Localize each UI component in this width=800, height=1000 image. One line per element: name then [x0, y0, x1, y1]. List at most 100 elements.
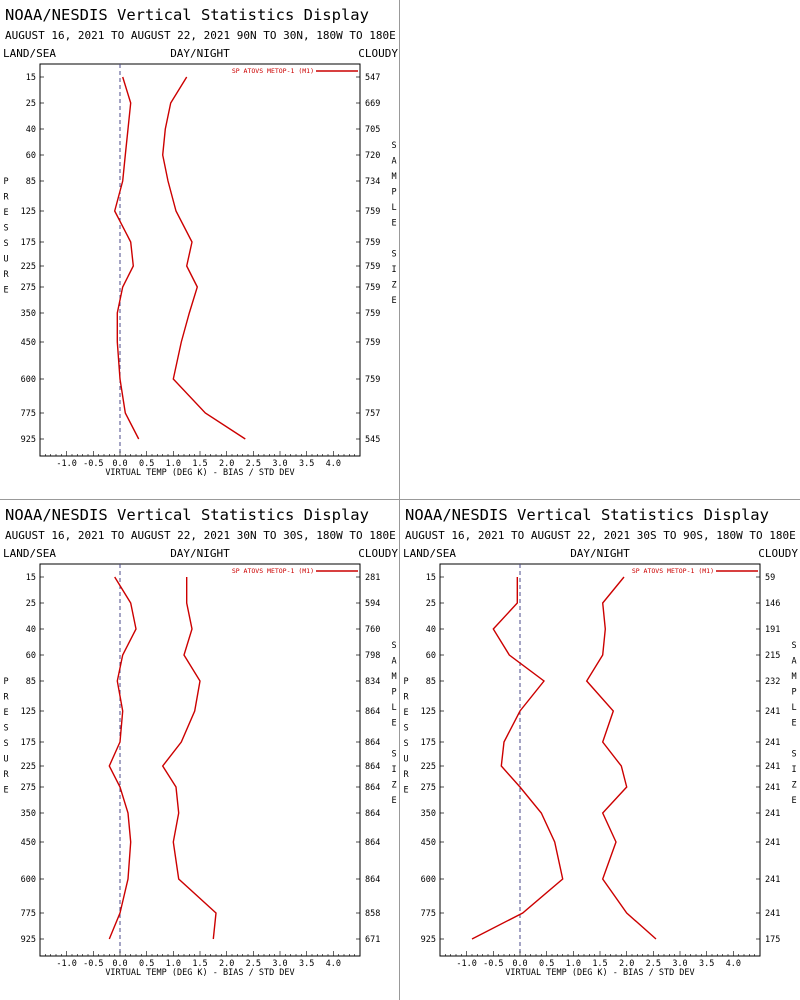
y2-axis-label-letter: I [391, 765, 396, 775]
pressure-level-label: 175 [21, 238, 36, 248]
sample-size-label: 759 [365, 283, 380, 293]
chart-svg: NOAA/NESDIS Vertical Statistics Display A… [403, 506, 798, 978]
x-tick-label: -1.0 [56, 459, 76, 469]
sample-size-label: 241 [765, 762, 780, 772]
chart-subtitle: AUGUST 16, 2021 TO AUGUST 22, 2021 30S T… [405, 529, 796, 542]
sample-size-label: 191 [765, 625, 780, 635]
x-tick-label: 3.5 [299, 959, 314, 969]
series-line-bias [113, 76, 140, 440]
pressure-level-label: 85 [426, 677, 436, 687]
y-axis-label-letter: E [403, 786, 408, 796]
pressure-level-label: 25 [426, 599, 436, 609]
y-axis-label-letter: E [403, 708, 408, 718]
sample-size-label: 720 [365, 151, 380, 161]
x-tick-label: 1.0 [166, 459, 181, 469]
sample-size-label: 759 [365, 262, 380, 272]
y2-axis-label-letter: S [391, 750, 396, 760]
y2-axis-label-letter: S [391, 641, 396, 651]
sample-size-label: 864 [365, 738, 380, 748]
y2-axis-label-letter: E [391, 719, 396, 729]
legend-text: SP ATOVS METOP-1 (M1) [632, 567, 714, 575]
chart-title: NOAA/NESDIS Vertical Statistics Display [405, 506, 769, 524]
y2-axis-label-letter: Z [391, 781, 396, 791]
plot-frame [39, 63, 361, 457]
pressure-level-label: 775 [421, 909, 436, 919]
sample-size-label: 175 [765, 935, 780, 945]
y-axis-label-letter: S [3, 739, 8, 749]
series-line-bias [471, 577, 564, 940]
sample-size-label: 146 [765, 599, 780, 609]
sample-size-label: 215 [765, 651, 780, 661]
pressure-level-label: 350 [421, 809, 436, 819]
pressure-level-label: 225 [421, 762, 436, 772]
label-cloudy: CLOUDY [758, 547, 798, 560]
series-line-std_dev [161, 577, 217, 940]
pressure-level-label: 25 [26, 99, 36, 109]
pressure-level-label: 775 [21, 409, 36, 419]
sample-size-label: 864 [365, 838, 380, 848]
y-axis-label-letter: P [3, 677, 8, 687]
sample-size-label: 759 [365, 238, 380, 248]
sample-size-label: 759 [365, 207, 380, 217]
x-tick-label: -0.5 [483, 959, 503, 969]
x-tick-label: 4.0 [326, 459, 341, 469]
pressure-level-label: 85 [26, 177, 36, 187]
x-axis-label: VIRTUAL TEMP (DEG K) - BIAS / STD DEV [105, 968, 294, 978]
y2-axis-label-letter: Z [791, 781, 796, 791]
sample-size-label: 864 [365, 875, 380, 885]
x-tick-label: 0.5 [539, 959, 554, 969]
chart-subtitle: AUGUST 16, 2021 TO AUGUST 22, 2021 90N T… [5, 29, 396, 42]
sample-size-label: 834 [365, 677, 380, 687]
y-axis-label-letter: U [3, 755, 8, 765]
x-tick-label: 1.0 [166, 959, 181, 969]
chart-panel-30n-30s: NOAA/NESDIS Vertical Statistics Display A… [0, 500, 400, 1000]
sample-size-label: 241 [765, 783, 780, 793]
sample-size-label: 232 [765, 677, 780, 687]
label-land-sea: LAND/SEA [403, 547, 456, 560]
pressure-level-label: 925 [21, 935, 36, 945]
x-tick-label: 3.0 [272, 459, 287, 469]
chart-subtitle: AUGUST 16, 2021 TO AUGUST 22, 2021 30N T… [5, 529, 396, 542]
pressure-level-label: 60 [26, 651, 36, 661]
y-axis-label-letter: R [3, 193, 9, 203]
y-axis-label-letter: E [3, 708, 8, 718]
chart-title: NOAA/NESDIS Vertical Statistics Display [5, 6, 369, 24]
x-tick-label: 0.0 [512, 959, 527, 969]
pressure-level-label: 60 [426, 651, 436, 661]
y-axis-label-letter: S [3, 724, 8, 734]
x-tick-label: -1.0 [456, 959, 476, 969]
y2-axis-label-letter: E [391, 796, 396, 806]
y-axis-label-letter: S [3, 239, 8, 249]
plot-frame [39, 563, 361, 957]
x-tick-label: 3.5 [699, 959, 714, 969]
sample-size-label: 864 [365, 809, 380, 819]
sample-size-label: 858 [365, 909, 380, 919]
series-line-bias [108, 576, 137, 940]
label-day-night: DAY/NIGHT [170, 547, 230, 560]
sample-size-label: 705 [365, 125, 380, 135]
pressure-level-label: 125 [421, 707, 436, 717]
y2-axis-label-letter: P [791, 688, 796, 698]
y-axis-label-letter: R [3, 770, 9, 780]
y2-axis-label-letter: A [391, 657, 396, 667]
pressure-level-label: 450 [21, 338, 36, 348]
pressure-level-label: 350 [21, 309, 36, 319]
x-tick-label: 1.5 [592, 959, 607, 969]
chart-svg: NOAA/NESDIS Vertical Statistics Display A… [3, 506, 398, 978]
y-axis-label-letter: E [3, 286, 8, 296]
x-tick-label: 0.0 [112, 959, 127, 969]
y2-axis-label-letter: L [791, 703, 796, 713]
label-day-night: DAY/NIGHT [170, 47, 230, 60]
y2-axis-label-letter: A [391, 157, 396, 167]
panel-divider-vertical [399, 0, 400, 1000]
pressure-level-label: 275 [21, 283, 36, 293]
sample-size-label: 734 [365, 177, 380, 187]
y-axis-label-letter: U [403, 755, 408, 765]
x-tick-label: 4.0 [726, 959, 741, 969]
x-tick-label: -1.0 [56, 959, 76, 969]
x-axis-label: VIRTUAL TEMP (DEG K) - BIAS / STD DEV [105, 468, 294, 478]
sample-size-label: 759 [365, 338, 380, 348]
pressure-level-label: 225 [21, 262, 36, 272]
y2-axis-label-letter: E [791, 719, 796, 729]
pressure-level-label: 25 [26, 599, 36, 609]
